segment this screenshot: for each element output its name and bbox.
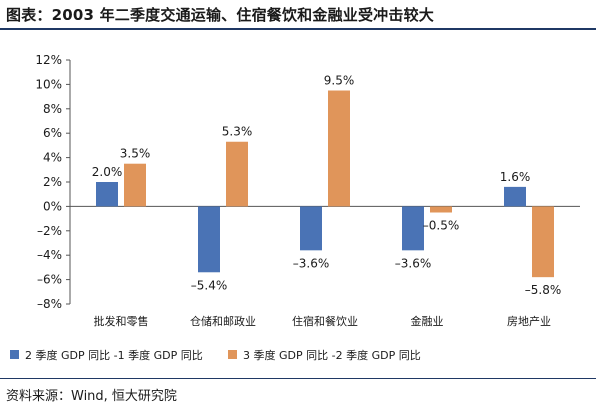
- data-label: –3.6%: [395, 256, 432, 270]
- data-label: –5.8%: [525, 283, 562, 297]
- y-tick-label: 2%: [43, 175, 62, 189]
- bar: [430, 206, 452, 213]
- bar: [124, 163, 146, 207]
- legend: 2 季度 GDP 同比 -1 季度 GDP 同比 3 季度 GDP 同比 -2 季…: [10, 348, 421, 362]
- bars: [96, 90, 554, 278]
- data-label: 1.6%: [500, 170, 531, 184]
- category-labels: 批发和零售 仓储和邮政业 住宿和餐饮业 金融业 房地产业: [94, 314, 552, 328]
- y-tick-label: 0%: [43, 199, 62, 213]
- source-note: 资料来源：Wind, 恒大研究院: [6, 389, 177, 404]
- bar: [328, 90, 350, 207]
- category-label: 住宿和餐饮业: [292, 314, 358, 328]
- y-tick-label: –4%: [37, 248, 62, 262]
- title-rule: [0, 28, 596, 30]
- y-tick-label: 8%: [43, 102, 62, 116]
- data-labels: 2.0% 3.5% –5.4% 5.3% –3.6% 9.5% –3.6% –0.5% 1.6%…: [92, 74, 562, 298]
- data-label: 2.0%: [92, 165, 123, 179]
- bar-chart: –8% –6% –4% –2% 0% 2% 4% 6% 8% 10% 12% 2.0% 3.5% –5.…: [10, 53, 580, 362]
- legend-swatch: [10, 350, 19, 359]
- y-tick-label: –6%: [37, 273, 62, 287]
- y-tick-label: –2%: [37, 224, 62, 238]
- legend-label: 3 季度 GDP 同比 -2 季度 GDP 同比: [243, 348, 421, 362]
- source-rule: [0, 378, 596, 379]
- bar: [96, 182, 118, 207]
- category-label: 房地产业: [507, 314, 551, 328]
- data-label: 9.5%: [324, 74, 355, 88]
- y-tick-label: 10%: [35, 77, 62, 91]
- y-tick-label: 4%: [43, 151, 62, 165]
- y-tick-label: 6%: [43, 126, 62, 140]
- bar: [402, 206, 424, 251]
- bar: [300, 206, 322, 251]
- category-label: 批发和零售: [94, 314, 149, 328]
- category-label: 仓储和邮政业: [190, 314, 256, 328]
- y-tick-label: –8%: [37, 297, 62, 311]
- category-label: 金融业: [411, 314, 444, 328]
- chart-title: 图表：2003 年二季度交通运输、住宿餐饮和金融业受冲击较大: [6, 6, 434, 24]
- bar: [198, 206, 220, 273]
- data-label: 5.3%: [222, 125, 253, 139]
- bar: [504, 186, 526, 207]
- y-axis: –8% –6% –4% –2% 0% 2% 4% 6% 8% 10% 12%: [35, 53, 580, 311]
- legend-swatch: [228, 350, 237, 359]
- data-label: –3.6%: [293, 256, 330, 270]
- data-label: –0.5%: [423, 219, 460, 233]
- bar: [226, 141, 248, 207]
- legend-label: 2 季度 GDP 同比 -1 季度 GDP 同比: [25, 348, 203, 362]
- y-tick-label: 12%: [35, 53, 62, 67]
- data-label: –5.4%: [191, 278, 228, 292]
- bar: [532, 206, 554, 278]
- data-label: 3.5%: [120, 147, 151, 161]
